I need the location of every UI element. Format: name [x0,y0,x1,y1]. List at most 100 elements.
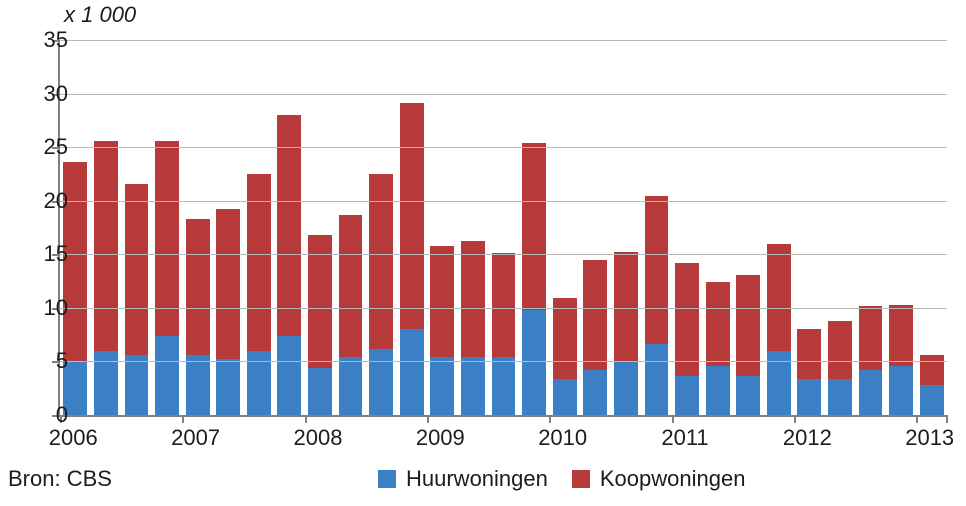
bar-segment-huur [828,379,852,415]
bar [400,103,424,415]
legend: Huurwoningen Koopwoningen [378,466,745,492]
bar-segment-huur [492,357,516,415]
bar-segment-huur [430,357,454,415]
bar [339,215,363,415]
x-axis-label: 2011 [661,425,708,451]
y-axis-label: 10 [44,295,68,321]
bar [216,209,240,415]
bar [736,275,760,415]
y-axis-label: 20 [44,188,68,214]
y-axis-label: 30 [44,81,68,107]
bar [308,235,332,415]
y-axis-label: 15 [44,241,68,267]
bar-segment-huur [461,357,485,415]
bar-segment-huur [125,355,149,415]
bar [706,282,730,415]
bar-segment-koop [828,321,852,379]
bar-segment-koop [767,244,791,351]
bar [125,184,149,415]
gridline [60,308,947,309]
y-axis-title: x 1 000 [64,2,136,28]
bar-segment-huur [767,351,791,415]
bar-segment-koop [400,103,424,329]
bar [461,241,485,415]
bar [583,260,607,415]
bar [797,329,821,415]
bar [920,355,944,415]
bar-segment-koop [186,219,210,355]
bar-segment-huur [186,355,210,415]
bar-segment-koop [706,282,730,366]
bar [155,141,179,415]
x-axis-label: 2010 [538,425,587,451]
y-axis-label: 5 [56,348,68,374]
bar-segment-huur [400,329,424,415]
x-tick [305,415,307,423]
legend-swatch-huur [378,470,396,488]
bar [186,219,210,415]
bar-segment-koop [522,143,546,310]
bar [767,244,791,415]
bar-segment-huur [675,376,699,415]
bar [675,263,699,415]
bar-segment-koop [645,196,669,344]
bar [828,321,852,415]
bar-segment-huur [645,344,669,415]
bar [522,143,546,415]
y-axis-label: 25 [44,134,68,160]
legend-swatch-koop [572,470,590,488]
bar-segment-koop [461,241,485,357]
bar-segment-huur [216,359,240,415]
bar-segment-huur [522,310,546,415]
bar [553,298,577,415]
x-tick [182,415,184,423]
bar [645,196,669,415]
gridline [60,254,947,255]
bar-segment-koop [553,298,577,378]
bar [889,305,913,415]
gridline [60,147,947,148]
bar-segment-koop [920,355,944,385]
gridline [60,201,947,202]
bar-segment-koop [155,141,179,336]
x-tick [794,415,796,423]
bar-segment-koop [339,215,363,358]
bar-segment-huur [583,370,607,415]
bar-segment-koop [94,141,118,351]
bar [247,174,271,415]
x-axis-label: 2006 [49,425,98,451]
bar-segment-huur [614,361,638,415]
x-axis-label: 2007 [171,425,220,451]
x-tick [672,415,674,423]
bar-segment-huur [797,379,821,415]
x-tick [427,415,429,423]
bar-segment-huur [277,336,301,415]
bar-segment-huur [920,385,944,415]
source-label: Bron: CBS [8,466,112,492]
bar-segment-koop [430,246,454,357]
x-tick [549,415,551,423]
bar-segment-huur [369,349,393,415]
x-axis-label: 2012 [783,425,832,451]
bar [430,246,454,415]
y-axis-label: 35 [44,27,68,53]
bar [369,174,393,415]
x-tick [946,415,948,423]
bar-segment-huur [859,370,883,415]
bar [614,252,638,415]
bar [492,253,516,415]
bar-segment-koop [614,252,638,361]
bar [277,115,301,415]
bars-layer [60,40,947,415]
legend-label-koop: Koopwoningen [600,466,746,492]
x-axis-label: 2013 [905,425,954,451]
bar-segment-huur [889,366,913,415]
bar [859,306,883,415]
bar-segment-huur [736,376,760,415]
bar-segment-koop [583,260,607,370]
bar-segment-koop [492,253,516,357]
gridline [60,361,947,362]
bar-segment-huur [706,366,730,415]
bar-segment-koop [675,263,699,377]
bar-segment-huur [94,351,118,415]
